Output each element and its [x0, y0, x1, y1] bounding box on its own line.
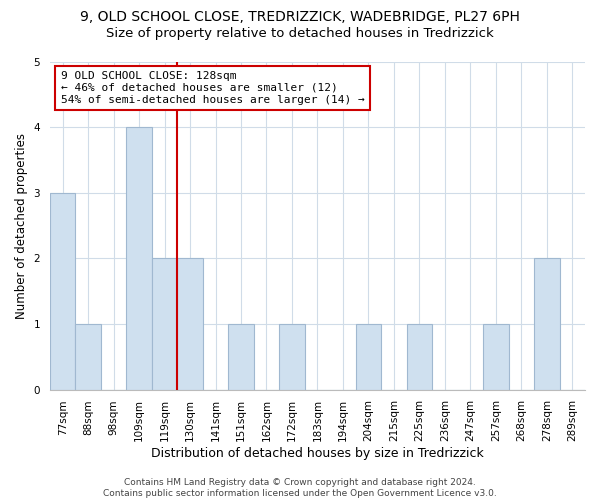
- Text: 9 OLD SCHOOL CLOSE: 128sqm
← 46% of detached houses are smaller (12)
54% of semi: 9 OLD SCHOOL CLOSE: 128sqm ← 46% of deta…: [61, 72, 364, 104]
- Bar: [228, 324, 254, 390]
- Text: Contains HM Land Registry data © Crown copyright and database right 2024.
Contai: Contains HM Land Registry data © Crown c…: [103, 478, 497, 498]
- Bar: [76, 324, 101, 390]
- Bar: [356, 324, 381, 390]
- Bar: [407, 324, 432, 390]
- Bar: [279, 324, 305, 390]
- X-axis label: Distribution of detached houses by size in Tredrizzick: Distribution of detached houses by size …: [151, 447, 484, 460]
- Text: Size of property relative to detached houses in Tredrizzick: Size of property relative to detached ho…: [106, 28, 494, 40]
- Text: 9, OLD SCHOOL CLOSE, TREDRIZZICK, WADEBRIDGE, PL27 6PH: 9, OLD SCHOOL CLOSE, TREDRIZZICK, WADEBR…: [80, 10, 520, 24]
- Bar: [152, 258, 178, 390]
- Bar: [50, 192, 76, 390]
- Y-axis label: Number of detached properties: Number of detached properties: [15, 132, 28, 318]
- Bar: [178, 258, 203, 390]
- Bar: [534, 258, 560, 390]
- Bar: [127, 127, 152, 390]
- Bar: [483, 324, 509, 390]
